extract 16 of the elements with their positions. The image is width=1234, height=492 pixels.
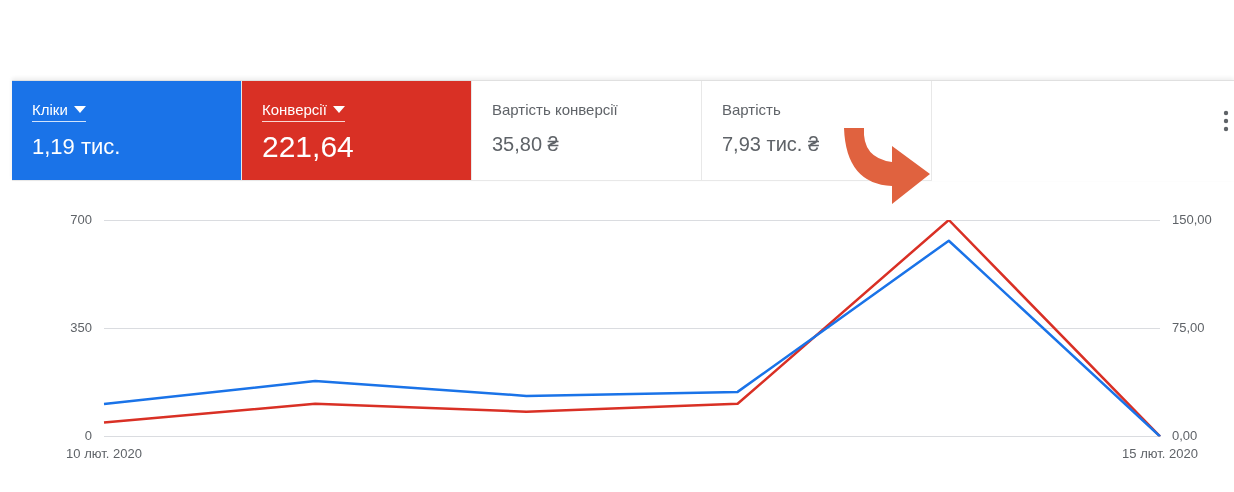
text: Вартість <box>722 101 781 118</box>
text: Кліки <box>32 101 68 118</box>
y2-tick-label: 75,00 <box>1172 319 1205 335</box>
y-tick-label: 700 <box>70 211 92 227</box>
y-tick-label: 350 <box>70 319 92 335</box>
text: 35,80 ₴ <box>492 133 560 156</box>
x-tick-label: 15 лют. 2020 <box>1122 445 1198 461</box>
y-tick-label: 0 <box>84 427 92 443</box>
text: Вартість конверсії <box>492 101 618 118</box>
y2-tick-label: 0,00 <box>1172 427 1198 443</box>
text: 221,64 <box>262 130 355 164</box>
x-tick-label: 10 лют. 2020 <box>66 445 142 461</box>
text: Конверсії <box>262 101 327 118</box>
y2-tick-label: 150,00 <box>1172 211 1212 227</box>
text: 7,93 тис. ₴ <box>722 133 821 156</box>
text: 1,19 тис. <box>32 134 122 160</box>
